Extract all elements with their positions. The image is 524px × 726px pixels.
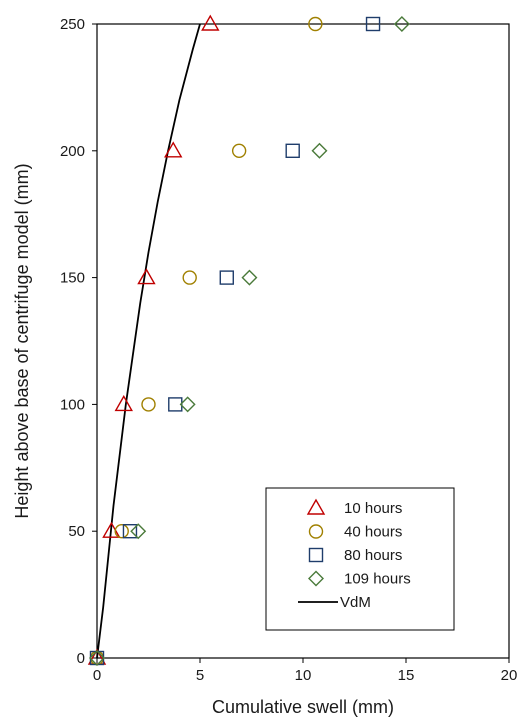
data-point-diamond	[393, 16, 410, 32]
legend-box	[265, 487, 455, 631]
data-point-square	[219, 270, 234, 285]
x-tick-label: 0	[93, 667, 101, 684]
legend: 10 hours 40 hours 80 hours 109 hours VdM	[265, 487, 455, 631]
data-point-diamond	[241, 269, 258, 286]
y-tick-label: 0	[77, 650, 85, 667]
data-point-diamond	[311, 142, 328, 159]
legend-label: 10 hours	[344, 500, 402, 517]
y-tick-label: 250	[60, 16, 85, 33]
data-point-square	[365, 16, 381, 32]
data-point-triangle	[114, 394, 133, 412]
data-point-circle	[231, 143, 247, 159]
legend-item: 10 hours	[306, 498, 402, 517]
legend-label: 109 hours	[344, 571, 411, 588]
x-tick-label: 20	[501, 667, 518, 684]
y-tick-label: 50	[68, 523, 85, 540]
data-point-circle	[114, 524, 129, 539]
data-point-diamond	[89, 650, 105, 666]
x-axis-label: Cumulative swell (mm)	[212, 697, 394, 717]
legend-label: VdM	[340, 594, 371, 611]
y-tick-label: 200	[60, 143, 85, 160]
data-point-triangle	[164, 141, 183, 158]
y-axis-ticks: 0 50 100 150 200 250	[60, 16, 97, 667]
data-point-diamond	[179, 396, 196, 413]
x-tick-label: 5	[196, 667, 204, 684]
legend-item: VdM	[298, 594, 371, 611]
legend-marker-circle	[308, 524, 324, 539]
series-109-hours	[89, 16, 410, 666]
data-point-triangle	[137, 268, 156, 285]
y-tick-label: 100	[60, 396, 85, 413]
legend-label: 40 hours	[344, 524, 402, 541]
y-tick-label: 150	[60, 270, 85, 287]
series-markers	[87, 14, 410, 666]
series-line-vdm	[96, 23, 201, 659]
data-point-circle	[182, 270, 197, 285]
legend-item: 40 hours	[308, 524, 402, 541]
data-point-square	[285, 143, 300, 159]
legend-marker-diamond	[308, 570, 324, 587]
legend-marker-square	[308, 547, 324, 563]
data-point-circle	[308, 16, 323, 32]
legend-item: 109 hours	[308, 570, 411, 588]
data-point-square	[168, 397, 183, 412]
x-tick-label: 10	[295, 667, 312, 684]
x-tick-label: 15	[398, 667, 415, 684]
legend-item: 80 hours	[308, 547, 402, 564]
series-lines	[96, 23, 201, 659]
data-point-square	[122, 524, 138, 539]
x-axis-ticks: 0 5 10 15 20	[93, 658, 518, 684]
data-point-diamond	[130, 523, 147, 540]
data-point-triangle	[201, 14, 220, 31]
data-point-circle	[141, 397, 156, 412]
legend-marker-triangle	[306, 498, 326, 515]
y-axis-label: Height above base of centrifuge model (m…	[12, 163, 32, 518]
legend-label: 80 hours	[344, 547, 402, 564]
